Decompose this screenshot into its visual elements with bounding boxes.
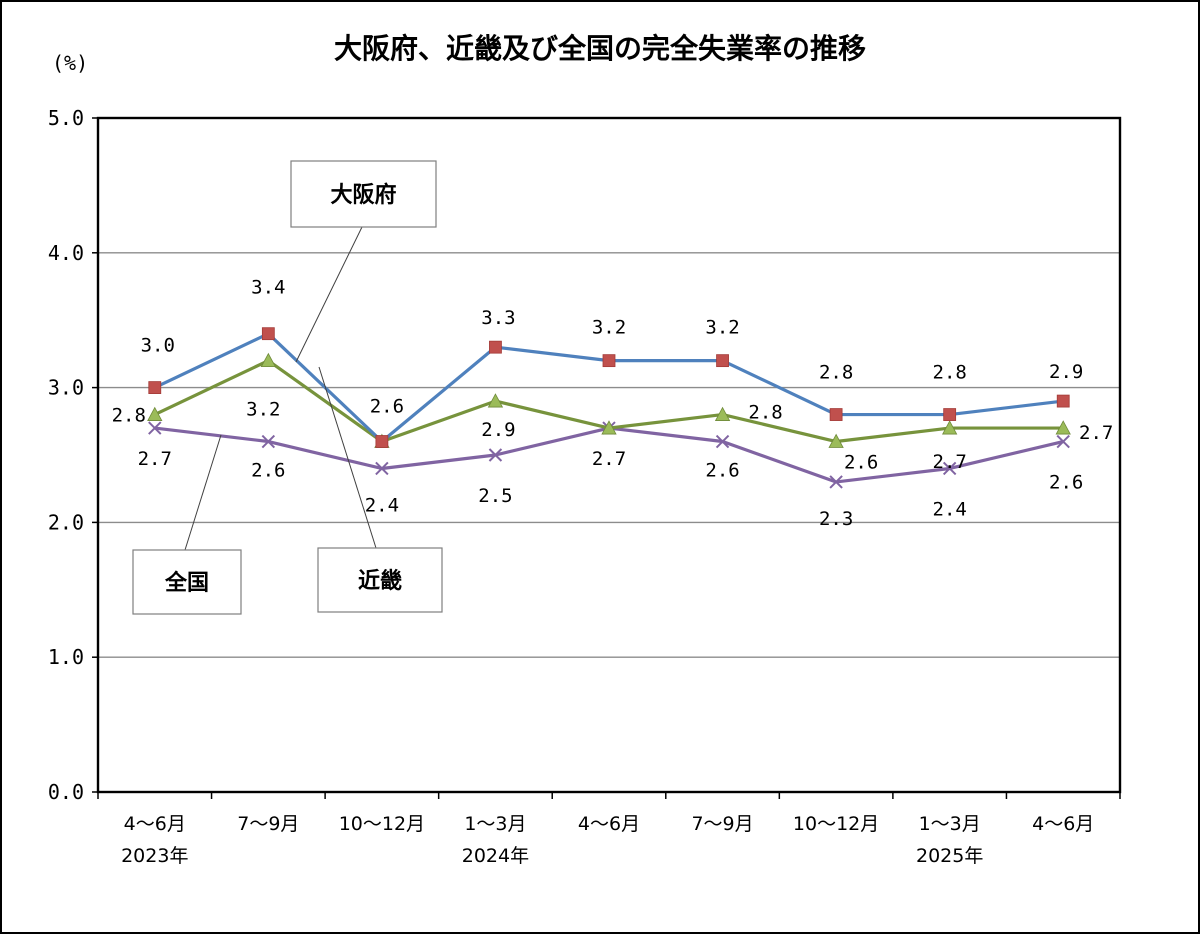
- callout-box: [317, 547, 443, 613]
- x-tick-label: 4～6月: [578, 813, 640, 835]
- data-label: 2.8: [112, 405, 146, 427]
- data-point-square: [261, 327, 275, 341]
- y-tick-label: 1.0: [48, 645, 84, 669]
- x-tick-label: 1～3月: [919, 813, 981, 835]
- data-point-triangle: [147, 406, 163, 421]
- data-point-triangle: [828, 433, 844, 448]
- data-point-square: [375, 435, 389, 448]
- data-label: 2.9: [1049, 361, 1083, 383]
- data-point-x: [942, 461, 957, 476]
- data-label: 2.3: [819, 508, 853, 530]
- data-point-square: [943, 408, 957, 421]
- chart-title: 大阪府、近畿及び全国の完全失業率の推移: [334, 32, 866, 65]
- data-point-x: [375, 461, 389, 476]
- x-year-label: 2024年: [462, 845, 529, 867]
- x-tick-label: 7～9月: [237, 813, 299, 835]
- series-callout-label: 近畿: [358, 568, 402, 594]
- series-callout-label: 大阪府: [330, 182, 396, 208]
- data-label: 2.9: [481, 419, 515, 441]
- y-tick-label: 3.0: [48, 376, 84, 400]
- callout-box: [132, 549, 242, 615]
- x-tick-label: 7～9月: [691, 813, 753, 835]
- data-point-x: [1056, 434, 1070, 449]
- data-point-x: [261, 434, 276, 449]
- data-point-x: [829, 475, 843, 489]
- x-year-label: 2025年: [916, 845, 983, 867]
- data-label: 2.4: [365, 494, 399, 516]
- data-label: 3.2: [246, 399, 280, 421]
- data-label: 2.6: [1049, 472, 1083, 494]
- data-label: 3.2: [592, 317, 626, 339]
- x-tick-label: 10～12月: [793, 813, 879, 835]
- x-tick-label: 1～3月: [464, 813, 526, 835]
- data-label: 2.6: [705, 460, 739, 482]
- data-label: 2.7: [138, 448, 172, 470]
- x-tick-label: 4～6月: [1032, 813, 1094, 835]
- data-label: 3.3: [481, 307, 515, 329]
- y-tick-label: 0.0: [48, 780, 84, 804]
- x-tick-label: 10～12月: [339, 813, 425, 835]
- x-year-label: 2023年: [121, 845, 188, 867]
- y-axis-unit-label: (%): [52, 51, 88, 75]
- callout-leader-line: [318, 366, 377, 549]
- data-label: 2.8: [819, 362, 853, 384]
- y-tick-label: 4.0: [48, 241, 84, 265]
- callout-leader-line: [184, 434, 222, 551]
- data-point-square: [716, 354, 729, 368]
- data-label: 2.6: [844, 452, 878, 474]
- data-label: 2.8: [748, 402, 782, 424]
- data-point-square: [602, 354, 616, 368]
- data-label: 2.7: [1079, 422, 1113, 444]
- data-point-square: [148, 381, 162, 395]
- data-point-triangle: [1055, 420, 1071, 435]
- data-point-triangle: [941, 420, 958, 435]
- data-label: 3.4: [251, 277, 285, 299]
- callout-box: [290, 160, 437, 228]
- data-point-x: [488, 448, 503, 462]
- data-point-x: [148, 421, 162, 435]
- data-label: 2.7: [933, 451, 967, 473]
- data-label: 2.6: [251, 460, 285, 482]
- y-tick-label: 5.0: [48, 106, 84, 130]
- data-label: 2.6: [370, 396, 404, 418]
- data-label: 3.0: [141, 335, 175, 357]
- data-point-square: [1056, 394, 1070, 408]
- data-point-square: [489, 340, 502, 354]
- data-point-x: [715, 434, 730, 449]
- data-point-triangle: [714, 406, 731, 421]
- plot-area-border: [96, 116, 1122, 794]
- data-label: 2.4: [933, 498, 967, 520]
- data-label: 2.7: [592, 448, 626, 470]
- data-point-triangle: [260, 352, 277, 368]
- data-point-square: [829, 408, 843, 421]
- series-callout-label: 全国: [164, 570, 209, 596]
- callout-leader-line: [295, 226, 363, 363]
- y-tick-label: 2.0: [48, 510, 84, 534]
- data-point-triangle: [487, 393, 504, 408]
- data-label: 2.8: [933, 362, 967, 384]
- data-label: 3.2: [705, 317, 739, 339]
- x-tick-label: 4～6月: [124, 813, 186, 835]
- data-point-triangle: [601, 420, 617, 435]
- data-label: 2.5: [478, 485, 512, 507]
